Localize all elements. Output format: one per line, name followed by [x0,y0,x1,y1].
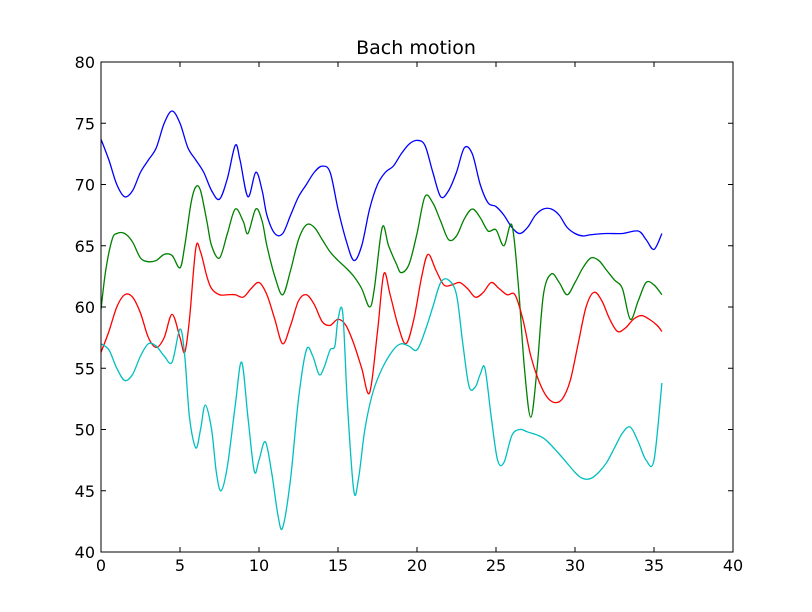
x-tick-label: 0 [96,556,106,575]
y-tick-label: 75 [75,114,95,133]
y-tick-label: 40 [75,543,95,562]
x-tick-label: 35 [644,556,664,575]
x-tick-label: 30 [565,556,585,575]
x-tick-label: 25 [486,556,506,575]
y-tick-label: 45 [75,482,95,501]
y-tick-label: 65 [75,237,95,256]
series-line-blue [100,110,663,262]
y-tick-label: 80 [75,53,95,72]
series-line-red [100,242,663,404]
y-tick-label: 55 [75,359,95,378]
y-tick-label: 50 [75,421,95,440]
x-tick-label: 20 [407,556,427,575]
y-tick-label: 60 [75,298,95,317]
y-tick-label: 70 [75,176,95,195]
x-tick-label: 15 [328,556,348,575]
series-line-cyan [100,278,663,531]
x-tick-label: 10 [249,556,269,575]
ticks-layer: 0 5 10 15 20 25 30 35 40 40 45 50 55 60 65 70 75 80 [75,53,744,575]
x-tick-label: 5 [175,556,185,575]
series-layer [100,110,663,531]
series-line-green [100,185,663,418]
chart-title: Bach motion [356,37,476,59]
x-tick-label: 40 [723,556,743,575]
plot-frame [100,61,734,553]
